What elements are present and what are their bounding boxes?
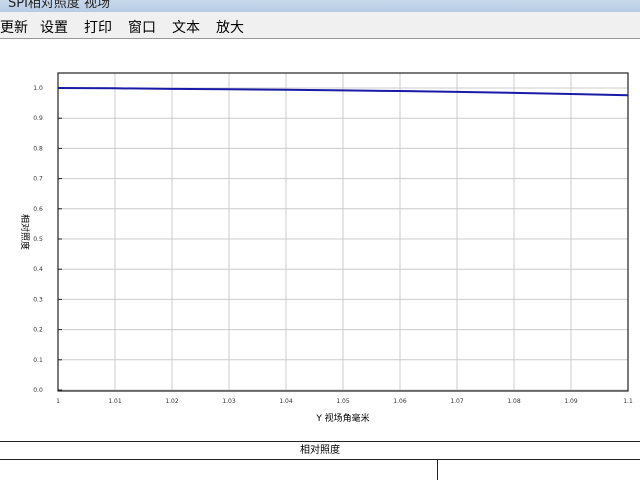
x-tick-label: 1.01	[108, 398, 122, 405]
y-tick-label: 0.4	[33, 266, 43, 273]
y-tick-label: 0.0	[33, 387, 43, 394]
y-tick-label: 0.7	[33, 176, 43, 183]
bottom-panel: 相对照度	[0, 441, 640, 480]
x-tick-label: 1.09	[564, 398, 578, 405]
x-axis-label: Y 视场角毫米	[315, 412, 369, 424]
menu-settings[interactable]: 设置	[40, 20, 68, 36]
y-tick-label: 0.1	[33, 357, 43, 364]
title-bar: SPI相对照度 视场	[0, 0, 640, 12]
x-tick-label: 1.1	[623, 398, 633, 405]
menu-window[interactable]: 窗口	[128, 20, 156, 36]
panel-divider	[437, 460, 438, 480]
x-tick-label: 1.06	[393, 398, 407, 405]
y-tick-label: 0.5	[33, 236, 43, 243]
x-tick-label: 1.07	[450, 398, 464, 405]
chart: 1 1.01 1.02 1.03 1.04 1.05 1.06 1.07 1.08 1.09 1.1…	[19, 72, 633, 424]
y-tick-label: 0.6	[33, 206, 43, 213]
menu-bar: 更新 设置 打印 窗口 文本 放大	[0, 12, 640, 39]
menu-update[interactable]: 更新	[0, 20, 28, 36]
y-tick-label: 0.8	[33, 145, 43, 152]
y-axis-label: 相对照度	[19, 214, 31, 250]
menu-print[interactable]: 打印	[84, 20, 112, 36]
series-line	[57, 87, 629, 97]
x-tick-label: 1	[56, 398, 60, 405]
x-tick-label: 1.05	[336, 398, 350, 405]
x-tick-label: 1.03	[222, 398, 236, 405]
bottom-panel-title: 相对照度	[0, 442, 640, 460]
window-title: SPI相对照度 视场	[8, 0, 111, 11]
y-tick-label: 0.2	[33, 327, 43, 334]
x-tick-label: 1.04	[279, 398, 293, 405]
menu-zoom[interactable]: 放大	[216, 20, 244, 36]
menu-text[interactable]: 文本	[172, 20, 200, 36]
x-tick-label: 1.08	[507, 398, 521, 405]
plot-frame	[57, 72, 629, 392]
y-tick-label: 0.3	[33, 296, 43, 303]
y-tick-label: 0.9	[33, 115, 43, 122]
y-tick-label: 1.0	[33, 85, 43, 92]
x-tick-label: 1.02	[165, 398, 179, 405]
